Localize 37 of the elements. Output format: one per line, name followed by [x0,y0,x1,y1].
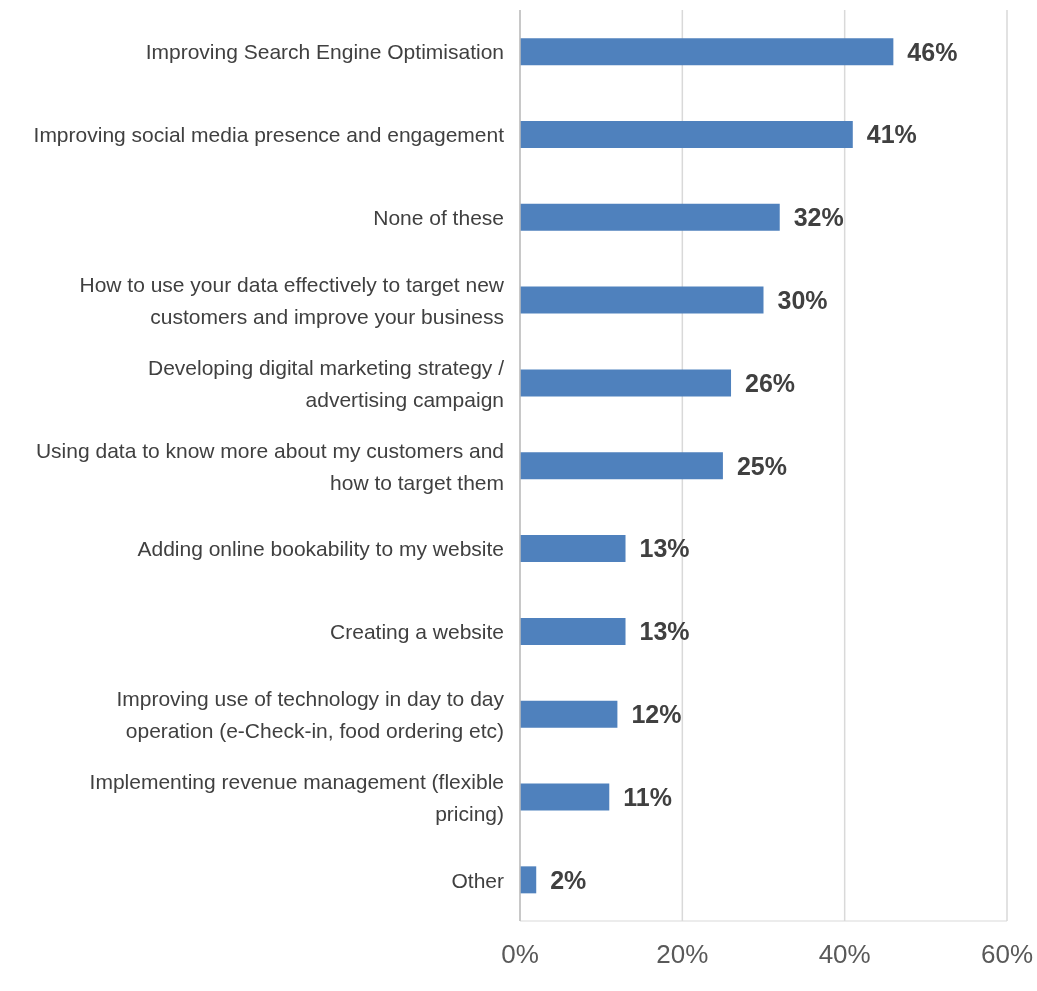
data-label: 11% [623,782,672,811]
y-tick-label: Creating a website [330,619,504,643]
y-tick-label: Improving social media presence and engagement [33,122,505,146]
y-tick-label: Improving Search Engine Optimisation [145,39,504,63]
data-label: 2% [550,865,587,894]
data-label: 30% [777,285,828,314]
x-tick-label: 40% [818,939,871,970]
bar [520,203,780,231]
x-tick-label: 20% [656,939,709,970]
bar [520,38,894,66]
bar [520,535,626,563]
bar [520,452,723,480]
bar [520,700,618,728]
bar [520,783,610,811]
y-tick-label: Adding online bookability to my website [137,536,504,560]
data-label: 13% [639,534,690,563]
bar [520,369,732,397]
y-tick-label: Using data to know more about my customers and how to target them [35,438,504,493]
data-label: 41% [866,120,917,149]
bar [520,286,764,314]
y-tick-label: Developing digital marketing strategy / advertising campaign [147,355,505,411]
data-label: 13% [639,617,690,646]
data-label: 25% [736,451,787,480]
data-label: 26% [745,368,796,397]
x-tick-label: 0% [501,939,539,970]
y-tick-label: Improving use of technology in day to day operation (e-Check-in, food ordering etc) [116,686,505,742]
y-tick-label: Implementing revenue management (flexible pricing) [89,769,504,825]
data-label: 12% [631,700,682,729]
y-tick-label: How to use your data effectively to target new customers and improve your business [79,272,505,328]
x-tick-label: 60% [980,939,1034,970]
bar [520,120,853,148]
y-tick-label: Other [451,868,504,892]
bar [520,866,537,894]
y-tick-label: None of these [373,205,504,229]
data-label: 46% [907,37,958,66]
bar [520,617,626,645]
data-label: 32% [793,203,844,232]
